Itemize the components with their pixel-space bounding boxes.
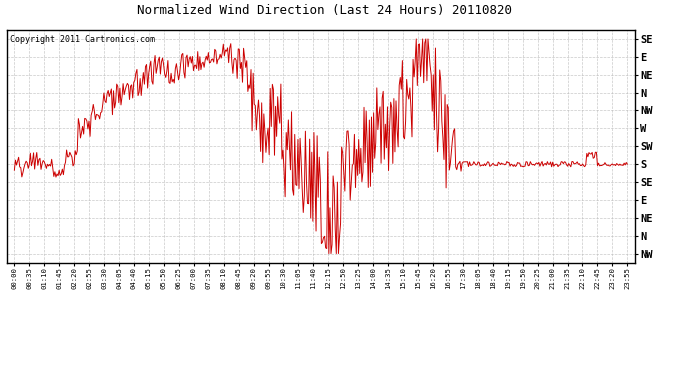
Text: Copyright 2011 Cartronics.com: Copyright 2011 Cartronics.com bbox=[10, 34, 155, 44]
Text: Normalized Wind Direction (Last 24 Hours) 20110820: Normalized Wind Direction (Last 24 Hours… bbox=[137, 4, 512, 17]
